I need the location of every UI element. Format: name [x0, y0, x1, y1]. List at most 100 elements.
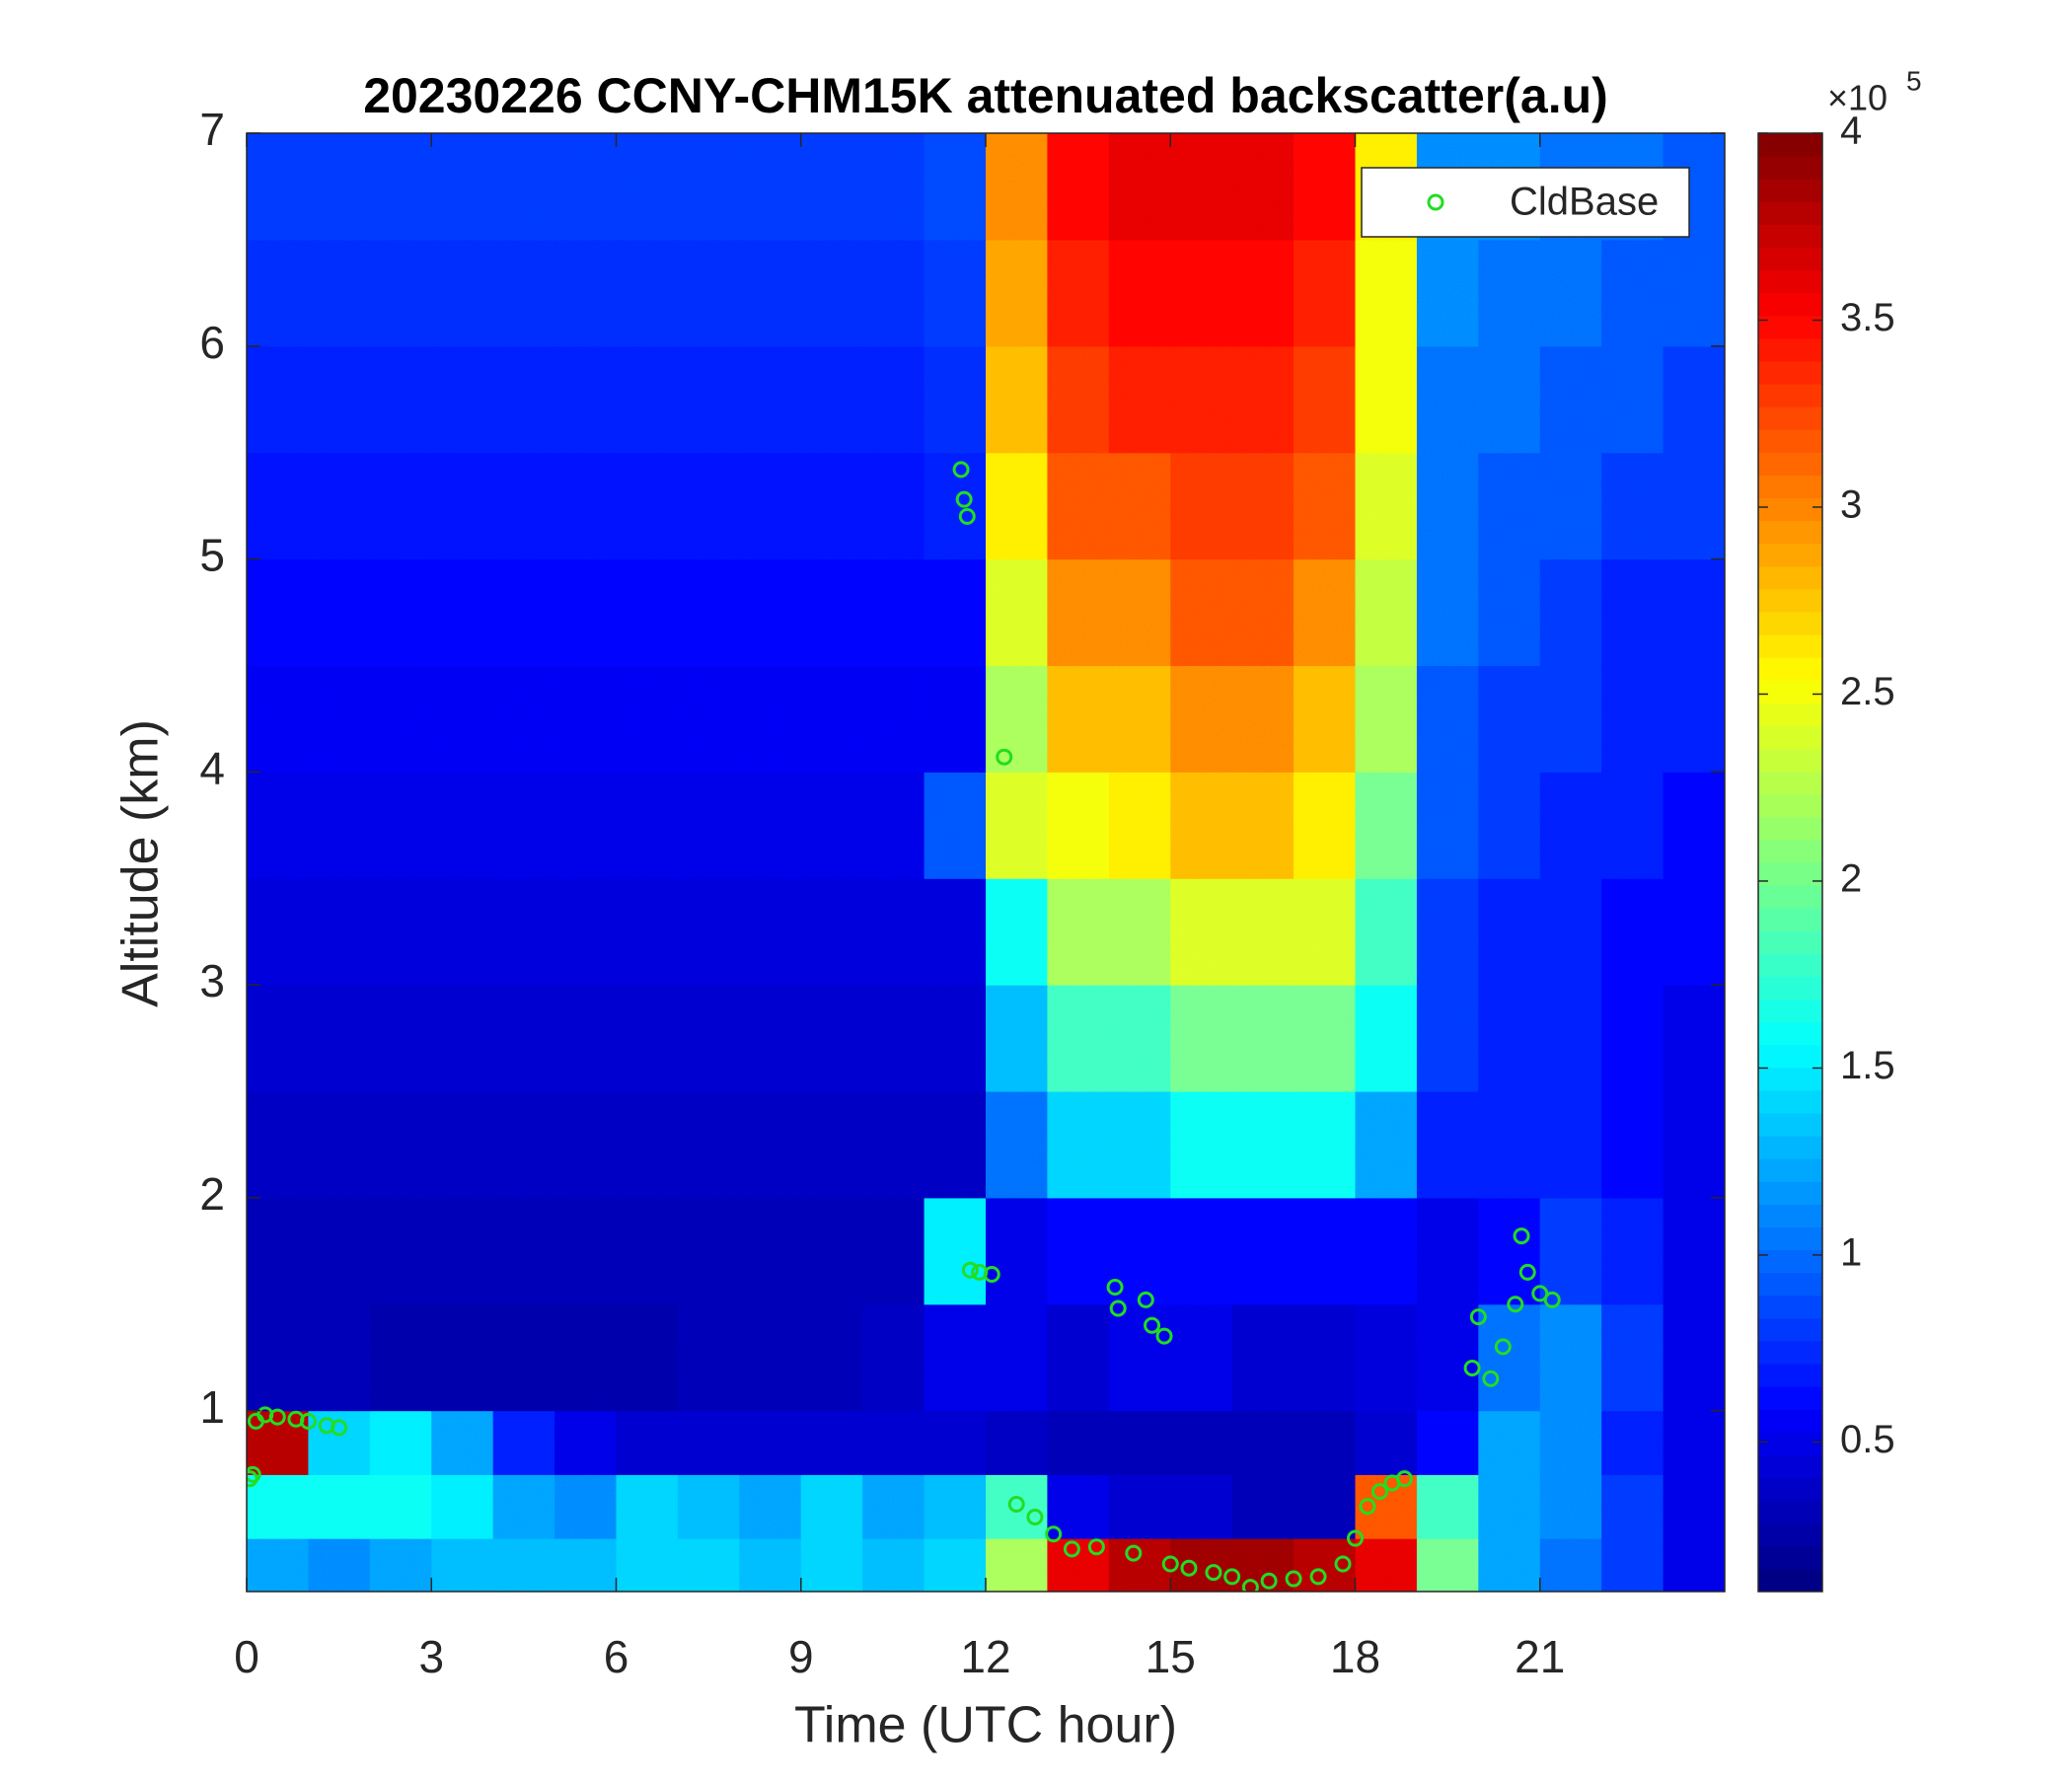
- colorbar-segment: [1758, 1204, 1822, 1227]
- colorbar-segment: [1758, 429, 1822, 453]
- colorbar-tick-label: 1.5: [1840, 1044, 1895, 1087]
- colorbar-segment: [1758, 816, 1822, 841]
- colorbar-segment: [1758, 337, 1822, 362]
- colorbar-tick-label: 3.5: [1840, 296, 1895, 339]
- colorbar-segment: [1758, 1409, 1822, 1433]
- cloud-base-marker: [1285, 1570, 1302, 1588]
- cloud-base-marker: [1482, 1370, 1500, 1387]
- colorbar-segment: [1758, 657, 1822, 681]
- colorbar-segment: [1758, 908, 1822, 931]
- colorbar-segment: [1758, 1113, 1822, 1137]
- cloud-base-marker: [331, 1419, 348, 1437]
- colorbar-segment: [1758, 725, 1822, 750]
- colorbar-segment: [1758, 930, 1822, 954]
- colorbar-segment: [1758, 1568, 1822, 1593]
- cloud-base-marker: [958, 507, 976, 525]
- cloud-base-marker: [983, 1266, 1000, 1284]
- colorbar-segment: [1758, 1021, 1822, 1046]
- cloud-base-marker: [1106, 1278, 1124, 1296]
- cloud-base-marker: [1507, 1296, 1524, 1313]
- cloud-base-marker: [1513, 1227, 1530, 1245]
- colorbar-exponent: 5: [1906, 65, 1922, 96]
- colorbar-segment: [1758, 247, 1822, 271]
- colorbar-segment: [1758, 224, 1822, 248]
- cloud-base-marker: [1144, 1316, 1161, 1334]
- cloud-base-marker: [1370, 1483, 1388, 1501]
- colorbar-segment: [1758, 292, 1822, 317]
- cloud-base-marker: [1347, 1529, 1364, 1547]
- x-tick-label: 21: [1515, 1631, 1565, 1682]
- noise-texture: [247, 133, 1725, 1592]
- colorbar-segment: [1758, 1272, 1822, 1297]
- cloud-base-marker: [952, 461, 970, 479]
- legend-box: [1361, 167, 1690, 238]
- cloud-base-marker: [1161, 1555, 1179, 1573]
- colorbar-segment: [1758, 565, 1822, 590]
- colorbar-segment: [1758, 588, 1822, 613]
- legend-marker: [1427, 193, 1444, 211]
- colorbar-segment: [1758, 1044, 1822, 1069]
- y-tick-label: 5: [199, 530, 225, 581]
- y-tick-label: 7: [199, 104, 225, 155]
- colorbar-segment: [1758, 1249, 1822, 1274]
- colorbar-segment: [1758, 771, 1822, 795]
- colorbar-segment: [1758, 839, 1822, 863]
- colorbar-segment: [1758, 1158, 1822, 1182]
- colorbar-frame: [1757, 132, 1823, 1593]
- colorbar-tick-label: 0.5: [1840, 1418, 1895, 1461]
- cloud-base-marker: [1205, 1564, 1222, 1582]
- x-tick-label: 0: [234, 1631, 259, 1682]
- colorbar-segment: [1758, 475, 1822, 498]
- colorbar-segment: [1758, 680, 1822, 704]
- colorbar-segment: [1758, 1454, 1822, 1479]
- cloud-base-marker: [1518, 1263, 1536, 1281]
- cloud-base-marker: [955, 490, 973, 508]
- colorbar-segment: [1758, 1340, 1822, 1365]
- colorbar-segment: [1758, 1522, 1822, 1547]
- colorbar-segment: [1758, 315, 1822, 339]
- x-tick-label: 18: [1330, 1631, 1380, 1682]
- colorbar-segment: [1758, 1545, 1822, 1570]
- x-tick-label: 12: [960, 1631, 1010, 1682]
- colorbar-segment: [1758, 201, 1822, 225]
- cloud-base-marker: [1026, 1508, 1044, 1525]
- legend-label: CldBase: [1510, 181, 1659, 224]
- colorbar-segment: [1758, 1364, 1822, 1387]
- x-tick-label: 15: [1146, 1631, 1196, 1682]
- y-tick-label: 1: [199, 1381, 225, 1433]
- colorbar-segment: [1758, 1136, 1822, 1159]
- x-tick-label: 9: [788, 1631, 814, 1682]
- x-tick-label: 3: [418, 1631, 444, 1682]
- cloud-base-marker: [961, 1261, 979, 1279]
- cloud-base-marker: [1087, 1538, 1105, 1556]
- colorbar-segment: [1758, 1386, 1822, 1410]
- colorbar-segment: [1758, 407, 1822, 430]
- y-tick-label: 2: [199, 1168, 225, 1220]
- y-axis-label: Altitude (km): [112, 719, 170, 1007]
- cloud-base-marker: [1109, 1299, 1127, 1317]
- colorbar-segment: [1758, 269, 1822, 294]
- colorbar-tick-label: 1: [1840, 1230, 1862, 1274]
- colorbar-segment: [1758, 953, 1822, 977]
- colorbar-segment: [1758, 611, 1822, 635]
- cloud-base-marker: [1007, 1496, 1025, 1514]
- cloud-base-marker: [1334, 1555, 1352, 1573]
- colorbar-segment: [1758, 360, 1822, 385]
- y-tick-label: 6: [199, 317, 225, 368]
- cloud-base-marker: [1137, 1291, 1154, 1308]
- cloud-base-marker: [1395, 1470, 1413, 1488]
- colorbar-segment: [1758, 885, 1822, 909]
- colorbar-segment: [1758, 133, 1822, 157]
- cloud-base-marker: [1469, 1308, 1487, 1326]
- y-tick-label: 4: [199, 742, 225, 793]
- cloud-base-marker: [1045, 1525, 1063, 1543]
- x-axis-label: Time (UTC hour): [794, 1697, 1177, 1754]
- cloud-base-marker: [1494, 1338, 1512, 1356]
- colorbar-tick-label: 3: [1840, 483, 1862, 527]
- cloud-base-marker: [1543, 1291, 1561, 1308]
- cloud-base-marker: [268, 1408, 286, 1426]
- colorbar-segment: [1758, 156, 1822, 180]
